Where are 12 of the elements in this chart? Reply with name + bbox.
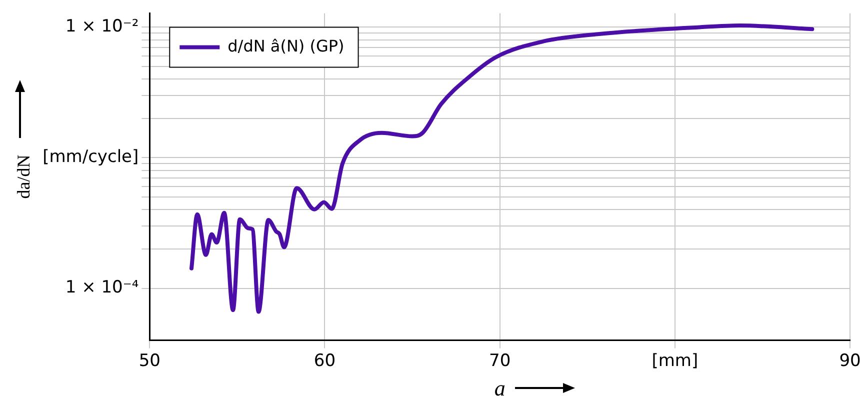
y-tick-label: 1 × 10⁻² bbox=[65, 16, 139, 37]
x-tick-label: 90 bbox=[839, 350, 861, 371]
x-tick-label: 60 bbox=[314, 350, 336, 371]
x-axis-title: a bbox=[494, 376, 506, 401]
y-tick-label: 1 × 10⁻⁴ bbox=[65, 278, 139, 298]
legend-label: d/dN â(N) (GP) bbox=[228, 36, 344, 56]
x-tick-label: [mm] bbox=[652, 350, 698, 371]
line-series bbox=[189, 24, 814, 314]
x-tick-label: 50 bbox=[138, 350, 160, 371]
y-tick-label: [mm/cycle] bbox=[42, 147, 139, 168]
y-axis-title: da/dN bbox=[14, 154, 34, 199]
x-tick-label: 70 bbox=[489, 350, 511, 371]
